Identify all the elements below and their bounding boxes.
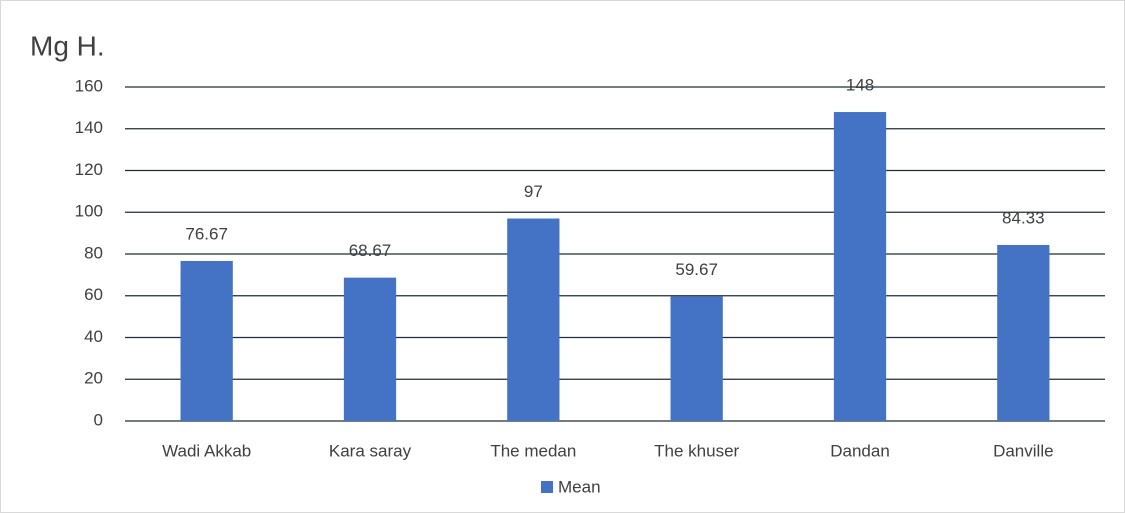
x-tick-label: Danville [993, 441, 1053, 460]
x-tick-label: The khuser [654, 441, 739, 460]
x-tick-label: The medan [490, 441, 576, 460]
bar [343, 277, 397, 421]
y-tick-label: 160 [75, 76, 103, 95]
legend-label: Mean [558, 477, 601, 496]
bar [507, 218, 560, 421]
y-tick-label: 80 [84, 243, 103, 262]
y-tick-label: 0 [94, 410, 103, 429]
x-tick-label: Kara saray [329, 441, 412, 460]
data-label: 97 [524, 182, 543, 201]
data-label: 148 [846, 76, 874, 95]
x-tick-label: Dandan [830, 441, 890, 460]
y-tick-label: 60 [84, 285, 103, 304]
data-label: 84.33 [1002, 208, 1045, 227]
y-tick-label: 20 [84, 369, 103, 388]
bar [833, 112, 887, 422]
bar [997, 244, 1050, 421]
bar [180, 260, 233, 421]
y-tick-label: 40 [84, 327, 103, 346]
bar [670, 296, 723, 421]
x-tick-label: Wadi Akkab [162, 441, 251, 460]
data-label: 76.67 [185, 224, 228, 243]
data-label: 59.67 [675, 260, 718, 279]
legend-swatch [541, 481, 553, 493]
data-label: 68.67 [349, 241, 392, 260]
y-tick-label: 140 [75, 118, 103, 137]
y-tick-label: 100 [75, 202, 103, 221]
chart-title: Mg H. [30, 30, 105, 61]
y-tick-label: 120 [75, 160, 103, 179]
